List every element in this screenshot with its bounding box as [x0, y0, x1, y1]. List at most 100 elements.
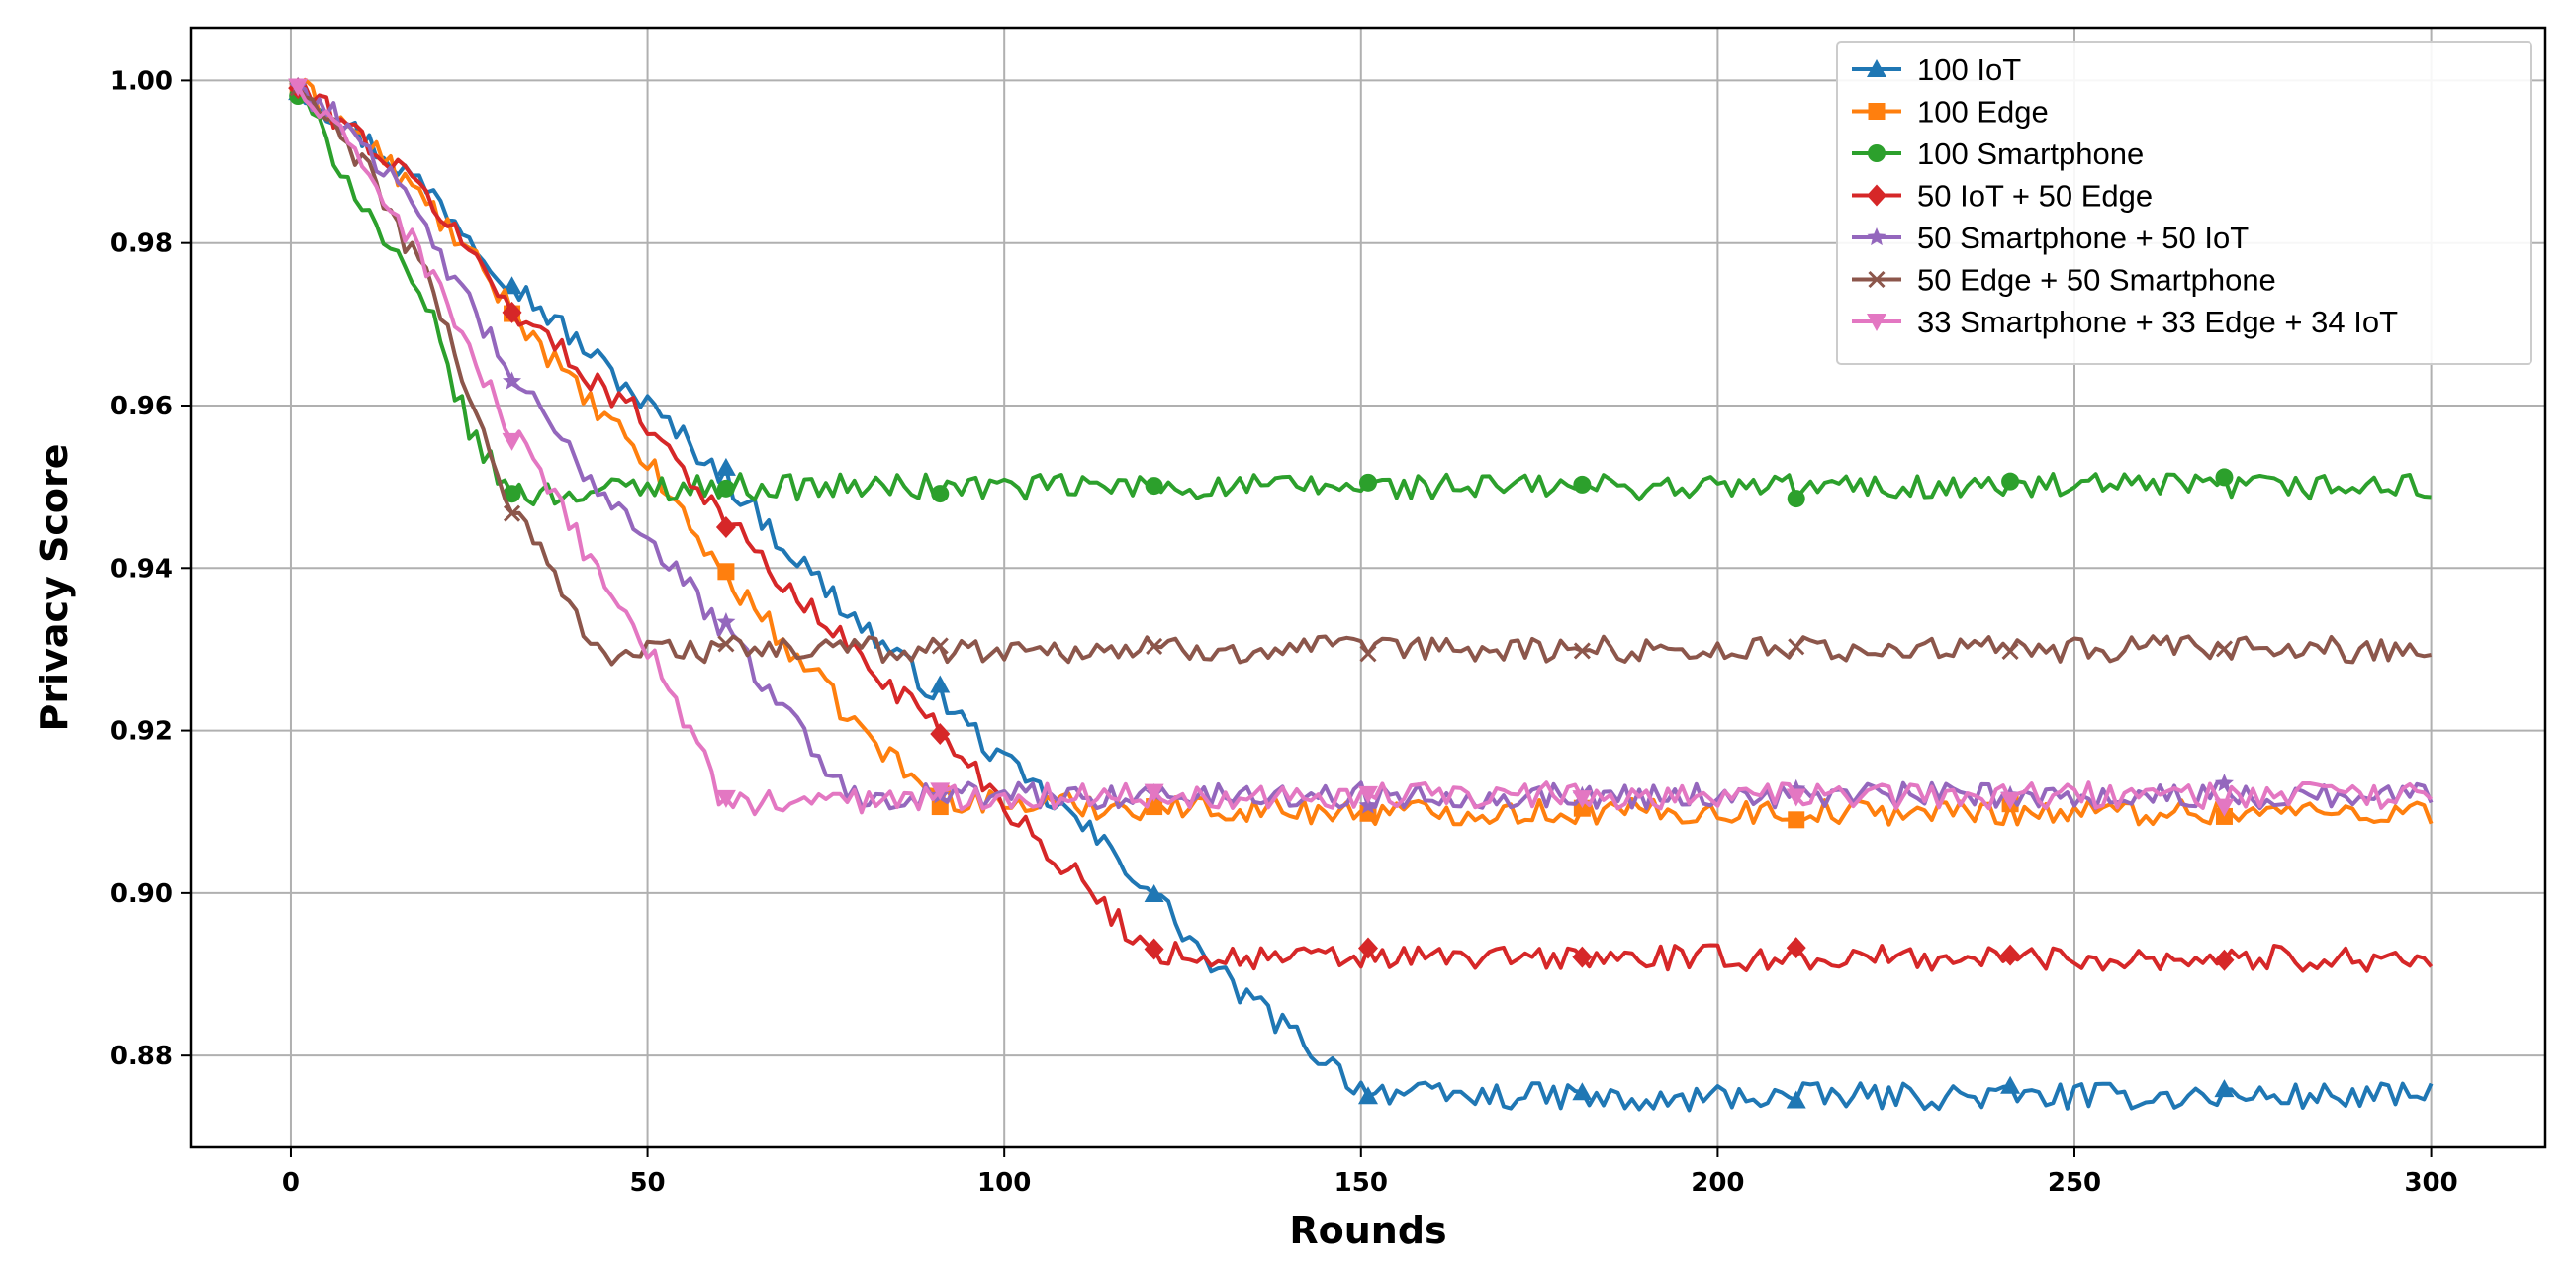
plot-frame [189, 26, 2547, 1149]
grid-lines [191, 28, 2545, 1147]
x-tick-label: 300 [2404, 1168, 2457, 1198]
x-tick-label: 200 [1691, 1168, 1744, 1198]
series-point [1786, 1090, 1806, 1109]
legend-label: 100 IoT [1917, 52, 2021, 87]
x-tick-label: 150 [1334, 1168, 1388, 1198]
x-tick-label: 0 [282, 1168, 300, 1198]
legend-label: 33 Smartphone + 33 Edge + 34 IoT [1917, 305, 2398, 339]
series-7 [288, 78, 2433, 817]
series-point [715, 457, 736, 476]
series-point [502, 432, 522, 451]
x-tick-label: 250 [2048, 1168, 2101, 1198]
series-point [1572, 946, 1593, 968]
series-point [503, 371, 522, 390]
x-axis-ticks: 0 50 100 150 200 250 300 [282, 1147, 2458, 1198]
series-point [288, 78, 309, 97]
legend-entry: 50 Smartphone + 50 IoT [1852, 221, 2249, 255]
series-point [1358, 795, 1378, 814]
x-axis-title: Rounds [1289, 1209, 1446, 1252]
y-tick-label: 0.90 [110, 879, 173, 909]
legend-entry: 100 IoT [1852, 52, 2021, 87]
series-point [1786, 788, 1806, 807]
legend-marker [1867, 228, 1886, 246]
legend-label: 50 IoT + 50 Edge [1917, 179, 2153, 214]
series-point [2000, 1075, 2021, 1094]
series-line [289, 79, 2432, 506]
series-point [930, 782, 951, 801]
series-point [1358, 937, 1378, 959]
legend-entry: 100 Smartphone [1852, 136, 2144, 171]
series-line [289, 79, 2432, 667]
series-point [1359, 473, 1377, 492]
series-point [1144, 783, 1164, 802]
series-point [503, 504, 521, 522]
series-point [2000, 944, 2021, 966]
series-point [2000, 791, 2021, 810]
series-point [2214, 773, 2234, 792]
legend-marker [1867, 314, 1886, 331]
y-tick-label: 1.00 [110, 66, 173, 96]
series-point [502, 276, 522, 295]
series-point [1573, 642, 1591, 660]
legend-marker [1868, 103, 1886, 120]
y-tick-label: 0.94 [110, 554, 173, 584]
series-point [2215, 640, 2234, 658]
legend-marker [1868, 270, 1886, 289]
series-line [289, 78, 2433, 817]
series-point [715, 516, 736, 539]
legend-marker [1867, 184, 1886, 207]
series-point [502, 301, 522, 323]
legend-label: 100 Edge [1917, 95, 2049, 130]
y-tick-label: 0.96 [110, 392, 173, 421]
series-point [1786, 937, 1806, 959]
series-point [1788, 811, 1805, 829]
series-line [289, 79, 2434, 1113]
legend-entry: 50 IoT + 50 Edge [1852, 179, 2153, 214]
legend-box [1836, 41, 2532, 365]
series-point [716, 479, 735, 498]
legend-label: 50 Edge + 50 Smartphone [1917, 263, 2276, 298]
series-point [930, 723, 951, 746]
series-point [1144, 938, 1164, 960]
x-tick-label: 100 [977, 1168, 1031, 1198]
series-line [289, 78, 2434, 811]
series-point [1145, 477, 1163, 496]
legend-entry: 33 Smartphone + 33 Edge + 34 IoT [1852, 305, 2398, 339]
y-tick-label: 0.88 [110, 1042, 173, 1071]
series-point [1787, 490, 1805, 508]
series-point [931, 637, 949, 655]
series-point [717, 563, 735, 581]
series-point [1788, 638, 1805, 656]
series-point [1573, 475, 1592, 494]
series-point [715, 789, 736, 808]
y-axis-ticks: 0.88 0.90 0.92 0.94 0.96 0.98 1.00 [110, 66, 191, 1071]
y-axis-title: Privacy Score [33, 443, 76, 731]
legend-entry: 50 Edge + 50 Smartphone [1852, 263, 2276, 298]
series-point [930, 675, 951, 693]
legend-entry: 100 Edge [1852, 95, 2049, 130]
legend-marker [1868, 144, 1886, 162]
y-tick-label: 0.98 [110, 229, 173, 259]
series-lines [288, 76, 2434, 1113]
series-point [931, 485, 950, 503]
series-point [1572, 790, 1593, 809]
series-point [2214, 949, 2235, 971]
legend-label: 100 Smartphone [1917, 136, 2144, 171]
series-point [2214, 798, 2235, 817]
legend: 100 IoT 100 Edge 100 Smartphone 50 IoT + 50… [1836, 41, 2532, 365]
series-point [717, 635, 735, 653]
series-point [716, 611, 736, 631]
series-point [1572, 1082, 1593, 1101]
series-point [1359, 645, 1377, 663]
series-point [1144, 883, 1164, 902]
series-point [503, 485, 521, 503]
series-point [1358, 1086, 1378, 1105]
series-point [2001, 472, 2020, 491]
series-point [1146, 637, 1163, 655]
series-point [1358, 785, 1378, 804]
series-point [2214, 1079, 2235, 1098]
series-point [2215, 468, 2234, 487]
legend-label: 50 Smartphone + 50 IoT [1917, 221, 2249, 255]
series-line [289, 79, 2434, 973]
